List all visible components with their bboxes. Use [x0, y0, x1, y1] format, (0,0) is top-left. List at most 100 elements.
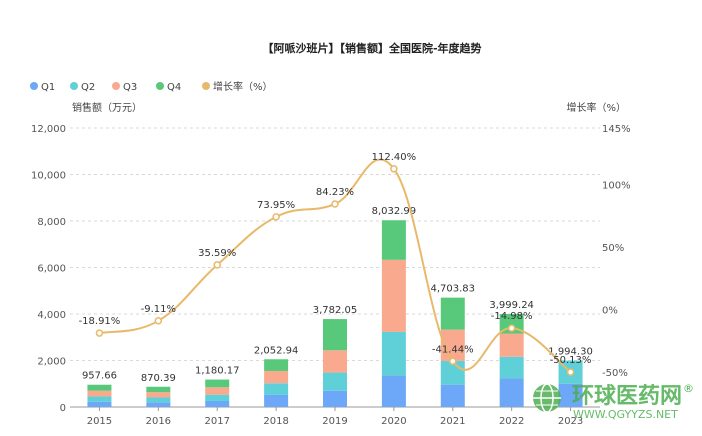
- growth-point: [95, 329, 104, 337]
- growth-point: [449, 357, 457, 366]
- chart-title: 【阿哌沙班片】【销售额】全国医院-年度趋势: [262, 41, 481, 55]
- bar-q1: [323, 390, 347, 407]
- bar-q1: [146, 402, 171, 407]
- bar-q4: [87, 384, 112, 391]
- y-tick-label: 8,000: [37, 217, 66, 228]
- growth-label: 73.95%: [257, 200, 295, 211]
- bar-q4: [381, 220, 406, 260]
- bar-q3: [264, 370, 289, 384]
- x-tick-label: 2023: [558, 416, 583, 427]
- y-tick-label: 4,000: [37, 310, 66, 321]
- total-label: 870.39: [141, 373, 176, 384]
- growth-label: 112.40%: [372, 152, 417, 163]
- y-tick-label: 12,000: [31, 124, 66, 135]
- bar-q3: [205, 387, 230, 395]
- bar-q2: [323, 372, 347, 391]
- total-label: 8,032.99: [372, 206, 417, 217]
- y-tick-label: 2,000: [37, 357, 66, 368]
- x-tick-label: 2022: [499, 416, 524, 427]
- bar-q4: [440, 297, 465, 330]
- x-tick-label: 2017: [204, 416, 229, 427]
- growth-point: [213, 261, 221, 269]
- growth-label: -41.44%: [432, 344, 474, 355]
- legend-marker: [112, 82, 120, 90]
- legend-marker: [30, 82, 38, 90]
- growth-label: -14.98%: [491, 311, 533, 322]
- x-tick-label: 2021: [440, 416, 465, 427]
- bar-q3: [381, 259, 406, 332]
- growth-line-group: -18.91% -9.11% 35.59% 73.95% 84.23% 112.40% -4…: [79, 152, 592, 376]
- watermark-url: WWW.QGYYZS.NET: [573, 408, 678, 421]
- watermark-registered: ®: [683, 382, 694, 395]
- growth-point: [507, 324, 516, 332]
- watermark-globe-icon: [533, 383, 561, 413]
- total-label: 2,052.94: [254, 345, 299, 356]
- legend-label: 增长率（%）: [213, 80, 273, 93]
- legend-label: Q1: [41, 82, 55, 93]
- bar-q2: [264, 383, 289, 395]
- total-labels: 957.66 870.39 1,180.17 2,052.94 3,782.05 8,03…: [82, 206, 593, 384]
- y-axis-right-ticks: -50% 0% 50% 100% 145%: [602, 124, 631, 379]
- bar-q1: [499, 378, 524, 407]
- y-right-tick-label: 50%: [602, 243, 624, 254]
- y-right-tick-label: -50%: [602, 368, 628, 379]
- growth-point: [566, 368, 575, 376]
- y-right-tick-label: 145%: [602, 124, 631, 135]
- bar-q3: [499, 333, 524, 357]
- x-tick-label: 2018: [263, 416, 288, 427]
- bar-q2: [146, 397, 171, 403]
- y-tick-label: 0: [60, 403, 66, 414]
- growth-point: [331, 200, 339, 208]
- growth-point: [390, 165, 398, 173]
- x-axis-ticks: 2015 2016 2017 2018 2019 2020 2021 2022 2023: [87, 407, 583, 427]
- bar-q4: [264, 359, 289, 371]
- total-label: 3,782.05: [313, 305, 358, 316]
- legend-label: Q4: [167, 82, 181, 93]
- bar-q3: [146, 392, 171, 398]
- legend-marker: [202, 82, 210, 90]
- bar-q1: [264, 394, 289, 407]
- y-axis-right-title: 增长率（%）: [566, 101, 626, 114]
- growth-point: [154, 317, 163, 325]
- bar-q2: [499, 356, 524, 379]
- legend-label: Q3: [123, 82, 137, 93]
- growth-line: [99, 158, 572, 373]
- watermark-text: 环球医药网: [572, 384, 682, 409]
- growth-label: 84.23%: [316, 187, 354, 198]
- y-axis-ticks: 0 2,000 4,000 6,000 8,000 10,000 12,000: [31, 124, 66, 414]
- total-label: 4,703.83: [431, 284, 476, 295]
- y-tick-label: 10,000: [31, 171, 66, 182]
- legend-marker: [156, 82, 164, 90]
- growth-label: -18.91%: [79, 316, 121, 327]
- bar-q2: [87, 396, 112, 402]
- growth-label: -50.13%: [550, 355, 592, 366]
- bar-q3: [323, 350, 347, 373]
- total-label: 957.66: [82, 371, 117, 382]
- growth-point: [272, 213, 280, 221]
- x-tick-label: 2016: [146, 416, 171, 427]
- total-label: 1,994.30: [548, 347, 593, 358]
- y-tick-label: 6,000: [37, 264, 66, 275]
- bar-q2: [381, 331, 406, 376]
- legend-marker: [70, 82, 78, 90]
- bar-q3: [87, 390, 112, 397]
- growth-label: 35.59%: [198, 248, 236, 259]
- bar-q2: [205, 394, 230, 401]
- x-tick-label: 2015: [87, 416, 112, 427]
- bar-q1: [87, 401, 112, 407]
- legend-label: Q2: [81, 82, 95, 93]
- bar-q4: [323, 319, 347, 351]
- x-tick-label: 2019: [322, 416, 347, 427]
- bar-q4: [146, 386, 171, 393]
- total-label: 1,180.17: [195, 366, 240, 377]
- y-right-tick-label: 100%: [602, 180, 631, 191]
- bar-q4: [205, 379, 230, 388]
- bar-q1: [440, 384, 465, 407]
- x-tick-label: 2020: [381, 416, 406, 427]
- growth-label: -9.11%: [141, 304, 176, 315]
- y-right-tick-label: 0%: [602, 305, 618, 316]
- y-axis-title: 销售额（万元）: [72, 101, 142, 114]
- watermark: 环球医药网 WWW.QGYYZS.NET ®: [533, 382, 694, 421]
- bar-q1: [558, 383, 583, 407]
